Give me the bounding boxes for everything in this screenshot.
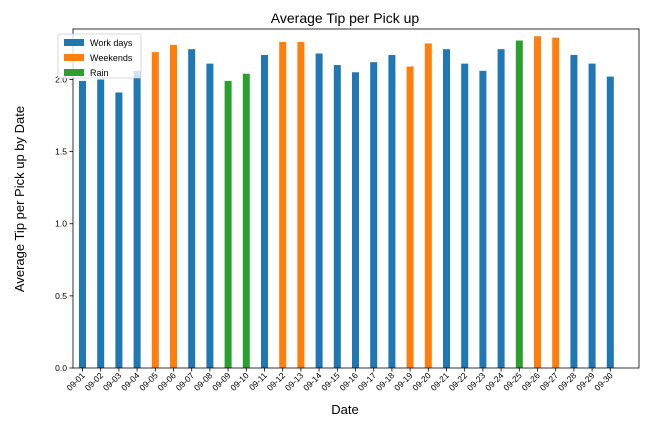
bar-09-09	[224, 80, 232, 369]
bar-09-15	[333, 65, 341, 368]
x-tick-label: 09-02	[83, 370, 106, 393]
y-tick-label: 0.5	[55, 291, 67, 301]
y-axis-label: Average Tip per Pick up by Date	[12, 106, 27, 292]
bar-09-14	[315, 53, 323, 369]
legend-label-work: Work days	[90, 38, 133, 48]
x-tick-label: 09-20	[410, 370, 433, 393]
x-tick-label: 09-09	[210, 370, 233, 393]
x-tick-label: 09-10	[228, 370, 251, 393]
bar-09-26	[534, 36, 541, 369]
legend-swatch-weekend	[64, 54, 84, 61]
x-tick-label: 09-30	[592, 370, 615, 393]
bar-09-03	[115, 92, 123, 368]
bar-09-28	[570, 54, 578, 368]
bar-09-24	[497, 49, 505, 368]
x-axis-label: Date	[331, 402, 358, 417]
legend: Work days Weekends Rain	[57, 33, 142, 79]
x-tick-label: 09-12	[265, 370, 288, 393]
bar-09-12	[279, 41, 287, 368]
legend-label-rain: Rain	[90, 68, 109, 78]
x-tick-label: 09-18	[374, 370, 397, 393]
bar-09-10	[242, 73, 250, 368]
legend-label-weekend: Weekends	[90, 53, 133, 63]
x-tick-label: 09-19	[392, 370, 415, 393]
bar-09-11	[261, 54, 268, 368]
x-tick-label: 09-25	[501, 370, 524, 393]
bar-09-30	[606, 76, 614, 368]
bars-group	[79, 36, 614, 369]
bar-09-06	[170, 44, 177, 369]
y-axis: 0.0 0.5 1.0 1.5 2.0	[55, 74, 73, 373]
y-tick-label: 2.0	[55, 74, 67, 84]
bar-09-22	[461, 63, 469, 369]
x-tick-label: 09-15	[319, 370, 342, 393]
bar-09-07	[188, 49, 196, 368]
x-tick-label: 09-22	[447, 370, 470, 393]
bar-09-01	[79, 80, 86, 369]
x-tick-label: 09-05	[137, 370, 160, 393]
x-axis: 09-0109-0209-0309-0409-0509-0609-0709-08…	[64, 368, 615, 393]
x-tick-label: 09-29	[574, 370, 597, 393]
x-tick-label: 09-04	[119, 370, 142, 393]
bar-09-17	[370, 62, 378, 369]
bar-09-16	[352, 72, 359, 368]
x-tick-label: 09-07	[174, 370, 197, 393]
plot-frame	[72, 28, 640, 369]
bar-09-13	[297, 41, 305, 368]
chart-title: Average Tip per Pick up	[271, 10, 420, 26]
x-tick-label: 09-08	[192, 370, 215, 393]
x-tick-label: 09-21	[428, 370, 451, 393]
bar-09-02	[97, 79, 105, 369]
x-tick-label: 09-24	[483, 370, 506, 393]
x-tick-label: 09-13	[283, 370, 306, 393]
bar-09-19	[406, 66, 414, 368]
x-tick-label: 09-11	[247, 370, 269, 392]
x-tick-label: 09-14	[301, 370, 324, 393]
bar-09-21	[443, 49, 450, 368]
x-tick-label: 09-26	[519, 370, 542, 393]
bar-09-29	[588, 63, 596, 369]
y-tick-label: 1.0	[55, 219, 67, 229]
bar-09-23	[479, 70, 487, 368]
x-tick-label: 09-01	[64, 370, 87, 393]
bar-09-04	[133, 70, 141, 368]
bar-09-05	[151, 52, 159, 368]
legend-swatch-work	[64, 39, 84, 46]
x-tick-label: 09-28	[556, 370, 579, 393]
legend-swatch-rain	[64, 69, 84, 76]
x-tick-label: 09-16	[337, 370, 360, 393]
x-tick-label: 09-03	[101, 370, 124, 393]
y-tick-label: 0.0	[55, 363, 67, 373]
bar-09-20	[424, 43, 432, 369]
x-tick-label: 09-17	[356, 370, 379, 393]
x-tick-label: 09-27	[538, 370, 561, 393]
y-tick-label: 1.5	[55, 147, 67, 157]
bar-09-18	[388, 54, 396, 368]
x-tick-label: 09-23	[465, 370, 488, 393]
bar-09-08	[206, 63, 214, 369]
x-tick-label: 09-06	[155, 370, 178, 393]
bar-09-27	[552, 37, 560, 368]
bar-09-25	[515, 40, 523, 368]
